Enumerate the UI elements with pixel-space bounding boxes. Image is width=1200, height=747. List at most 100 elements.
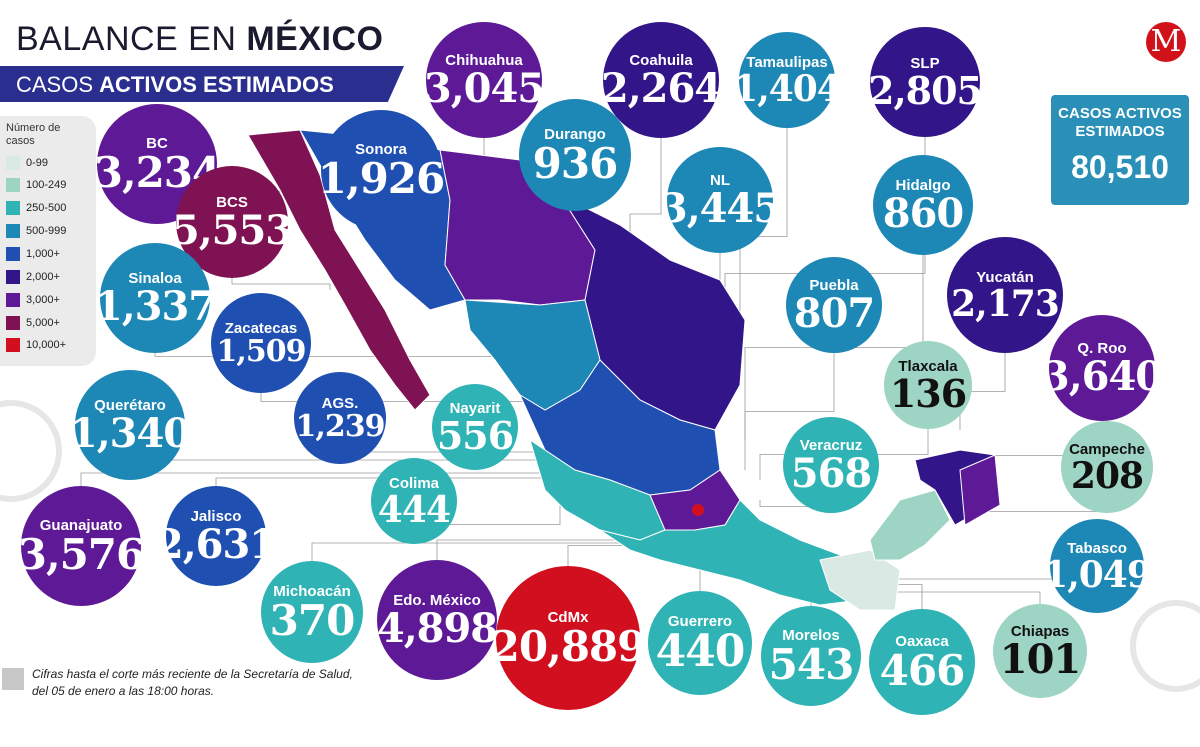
state-value: 4,898 <box>376 604 498 652</box>
state-name: Guanajuato <box>39 516 123 534</box>
leader-line <box>879 580 1041 604</box>
legend-label: 5,000+ <box>26 316 60 329</box>
state-value: 2,631 <box>155 520 277 568</box>
state-circle: Zacatecas 1,509 <box>211 293 311 393</box>
total-label: CASOS ACTIVOS ESTIMADOS <box>1058 105 1182 140</box>
legend-swatch <box>6 156 20 170</box>
state-name: Hidalgo <box>895 176 951 194</box>
state-name: Querétaro <box>94 396 166 414</box>
state-circle: Michoacán 370 <box>261 561 363 663</box>
state-name: Campeche <box>1069 440 1145 458</box>
state-circle: Chihuahua 3,045 <box>424 22 545 138</box>
footnote: Cifras hasta el corte más reciente de la… <box>32 667 353 698</box>
state-name: Zacatecas <box>224 319 298 337</box>
state-circle: NL 3,445 <box>660 147 781 253</box>
state-value: 543 <box>768 639 855 689</box>
state-value: 807 <box>793 289 875 337</box>
legend-label: 0-99 <box>26 156 49 169</box>
state-name: Colima <box>388 474 439 492</box>
state-value: 20,889 <box>490 621 647 671</box>
state-name: Veracruz <box>799 436 863 454</box>
state-value: 3,576 <box>17 529 146 579</box>
state-circle: Edo. México 4,898 <box>376 560 498 680</box>
state-value: 860 <box>882 189 964 237</box>
state-value: 5,553 <box>171 206 293 254</box>
state-name: Durango <box>544 125 606 143</box>
region-quintana-roo <box>959 454 1001 526</box>
state-circle: Guerrero 440 <box>648 591 752 695</box>
state-circle: Yucatán 2,173 <box>947 237 1063 353</box>
state-value: 1,926 <box>317 153 446 203</box>
state-name: Tamaulipas <box>746 53 828 71</box>
legend-swatch <box>6 338 20 352</box>
state-value: 1,337 <box>94 282 216 330</box>
state-value: 568 <box>790 449 872 497</box>
state-circle: Sonora 1,926 <box>318 110 445 230</box>
total-value: 80,510 <box>1071 149 1169 185</box>
subtitle-bold: ACTIVOS ESTIMADOS <box>99 72 334 97</box>
page-title: BALANCE EN MÉXICO <box>16 20 383 59</box>
state-name: Guerrero <box>667 612 733 630</box>
legend-label: 3,000+ <box>26 293 60 306</box>
state-name: Sinaloa <box>128 269 182 287</box>
state-circle: Tamaulipas 1,404 <box>733 32 842 128</box>
state-circle: Oaxaca 466 <box>869 609 975 715</box>
footnote-marker <box>2 668 24 690</box>
state-circle: Nayarit 556 <box>432 384 518 470</box>
region-cdmx <box>692 504 704 516</box>
state-value: 1,049 <box>1043 553 1152 596</box>
leader-line <box>311 525 641 561</box>
state-value: 2,805 <box>868 67 983 113</box>
legend-label: 250-500 <box>26 201 67 214</box>
legend-label: 1,000+ <box>26 247 60 260</box>
state-value: 370 <box>269 595 356 645</box>
state-name: Nayarit <box>449 399 501 417</box>
state-name: NL <box>710 171 730 189</box>
state-circle: CdMx 20,889 <box>491 566 646 710</box>
state-circle: Morelos 543 <box>761 606 861 706</box>
state-circle: Puebla 807 <box>786 257 882 353</box>
state-value: 101 <box>999 635 1081 683</box>
state-circle: Campeche 208 <box>1061 421 1153 513</box>
legend-item: 500-999 <box>6 224 66 238</box>
subtitle-regular: CASOS <box>16 72 100 97</box>
state-value: 440 <box>655 625 746 677</box>
state-circle: Chiapas 101 <box>993 604 1087 698</box>
state-circle: Jalisco 2,631 <box>156 486 277 586</box>
legend-swatch <box>6 247 20 261</box>
state-circle: Tlaxcala 136 <box>884 341 972 429</box>
region-baja <box>247 129 431 411</box>
subtitle-bar <box>0 66 404 102</box>
state-circle: AGS. 1,239 <box>294 372 386 464</box>
legend-label: 100-249 <box>26 178 67 191</box>
legend-label: 500-999 <box>26 224 67 237</box>
legend-label: 2,000+ <box>26 270 60 283</box>
legend-item: 10,000+ <box>6 338 66 352</box>
region-chiapas <box>819 549 901 611</box>
state-circle: Querétaro 1,340 <box>70 370 191 480</box>
state-name: AGS. <box>321 394 359 412</box>
legend-item: 0-99 <box>6 156 48 170</box>
leader-line <box>744 353 835 470</box>
state-circle: SLP 2,805 <box>868 27 983 137</box>
map-regions <box>247 129 1001 611</box>
milenio-logo: M <box>1146 22 1186 62</box>
state-name: Tabasco <box>1067 539 1127 557</box>
state-circle: Veracruz 568 <box>783 417 879 513</box>
state-value: 2,264 <box>600 64 722 112</box>
state-name: BCS <box>216 193 248 211</box>
state-value: 466 <box>879 645 966 695</box>
region-campeche <box>869 489 951 561</box>
legend-item: 3,000+ <box>6 293 60 307</box>
legend-item: 1,000+ <box>6 247 60 261</box>
state-value: 444 <box>377 488 451 531</box>
state-value: 936 <box>532 138 619 188</box>
state-name: Q. Roo <box>1077 339 1127 357</box>
state-value: 556 <box>436 412 514 458</box>
state-name: Edo. México <box>393 591 481 609</box>
state-name: Coahuila <box>629 51 693 69</box>
state-circle: Coahuila 2,264 <box>600 22 722 138</box>
legend-swatch <box>6 178 20 192</box>
state-value: 1,239 <box>295 408 386 444</box>
